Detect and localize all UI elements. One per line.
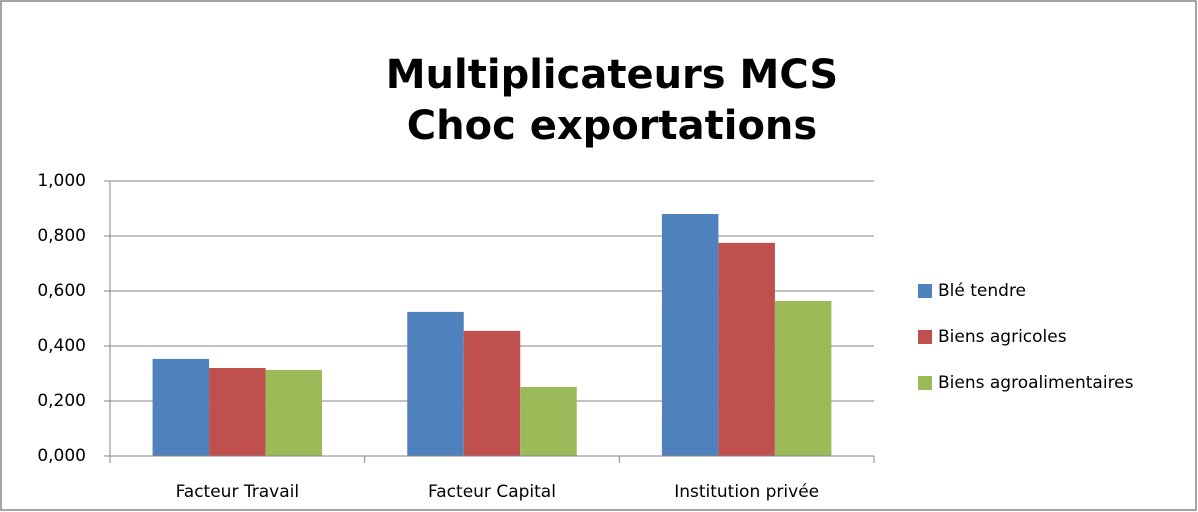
bar bbox=[520, 386, 577, 456]
y-tick-label: 0,800 bbox=[37, 226, 86, 246]
legend-label: Biens agricoles bbox=[938, 327, 1067, 347]
bar bbox=[718, 242, 775, 456]
y-tick-label: 0,600 bbox=[37, 281, 86, 301]
legend-label: Biens agroalimentaires bbox=[938, 373, 1134, 393]
bar bbox=[265, 369, 323, 456]
chart-title: Multiplicateurs MCS bbox=[386, 52, 838, 98]
y-tick-label: 0,400 bbox=[37, 336, 86, 356]
legend-swatch bbox=[918, 284, 932, 298]
bar bbox=[463, 330, 521, 456]
x-tick-label: Facteur Capital bbox=[428, 482, 556, 502]
bar bbox=[774, 300, 832, 456]
y-tick-label: 0,200 bbox=[37, 391, 86, 411]
chart-title: Choc exportations bbox=[407, 103, 817, 149]
y-tick-label: 0,000 bbox=[37, 446, 86, 466]
y-tick-label: 1,000 bbox=[37, 171, 86, 191]
x-tick-label: Facteur Travail bbox=[176, 482, 300, 502]
bar bbox=[209, 368, 266, 456]
legend-swatch bbox=[918, 376, 932, 390]
x-tick-label: Institution privée bbox=[674, 482, 819, 502]
legend-swatch bbox=[918, 330, 932, 344]
bar bbox=[661, 214, 719, 456]
bar bbox=[407, 311, 464, 456]
bar bbox=[152, 358, 210, 456]
legend-label: Blé tendre bbox=[938, 281, 1026, 301]
